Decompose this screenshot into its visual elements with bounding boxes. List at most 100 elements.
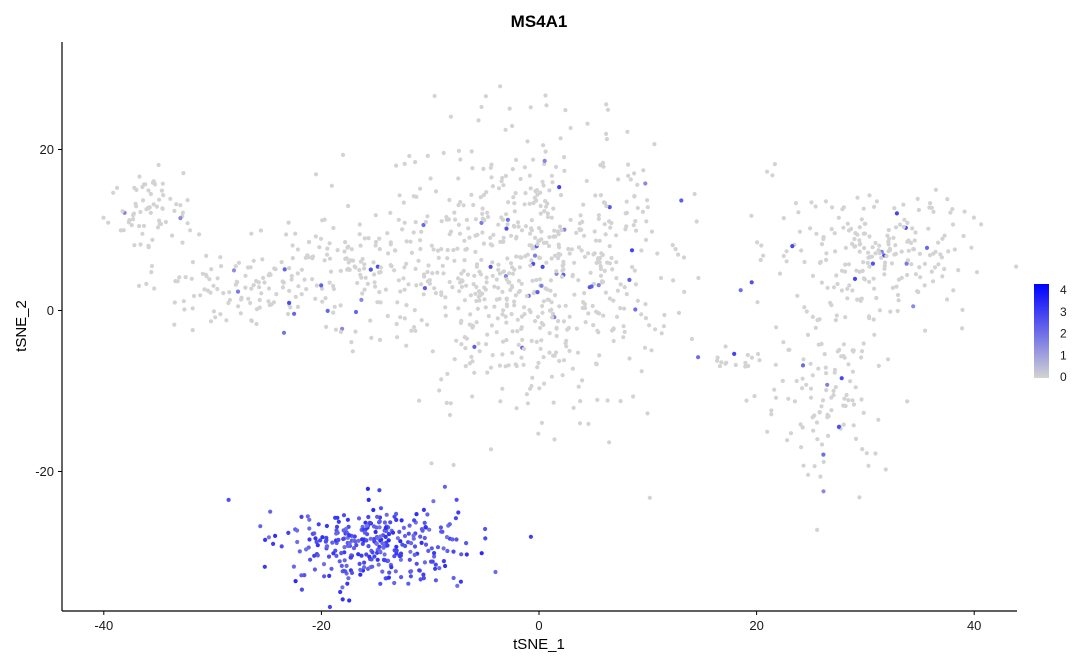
scatter-point xyxy=(600,160,606,165)
scatter-point xyxy=(658,275,664,281)
scatter-point xyxy=(160,181,165,186)
scatter-point xyxy=(307,526,312,531)
scatter-point xyxy=(853,244,858,249)
scatter-point xyxy=(385,543,390,548)
scatter-point xyxy=(474,298,479,304)
scatter-point xyxy=(833,385,838,390)
scatter-point xyxy=(249,231,254,236)
scatter-point xyxy=(183,275,188,280)
scatter-point xyxy=(576,384,581,389)
scatter-point xyxy=(406,531,411,536)
scatter-point xyxy=(887,236,892,241)
scatter-point xyxy=(605,260,610,265)
scatter-point xyxy=(452,210,457,215)
scatter-point xyxy=(353,329,358,334)
scatter-point xyxy=(842,355,847,360)
y-tick-label: 0 xyxy=(47,303,54,318)
scatter-point xyxy=(324,544,329,549)
scatter-point xyxy=(724,360,729,365)
scatter-point xyxy=(554,333,559,339)
scatter-point xyxy=(378,534,383,539)
scatter-point xyxy=(945,297,950,302)
scatter-point xyxy=(493,569,498,575)
scatter-point xyxy=(470,166,475,171)
scatter-point xyxy=(545,297,550,302)
scatter-point xyxy=(671,278,676,283)
scatter-point xyxy=(758,257,763,263)
scatter-point xyxy=(882,263,887,268)
scatter-point xyxy=(484,275,489,280)
scatter-point xyxy=(906,248,911,253)
scatter-point xyxy=(170,233,175,238)
scatter-point xyxy=(888,309,893,314)
scatter-point xyxy=(503,314,508,319)
scatter-point xyxy=(474,320,479,325)
scatter-point xyxy=(330,540,335,545)
scatter-point xyxy=(533,319,538,324)
scatter-point xyxy=(633,219,638,224)
scatter-point xyxy=(556,242,561,247)
scatter-point xyxy=(505,256,510,261)
scatter-point xyxy=(596,257,601,262)
scatter-point xyxy=(464,541,469,546)
scatter-point xyxy=(175,279,180,284)
scatter-point xyxy=(377,488,382,493)
scatter-point xyxy=(243,273,248,278)
scatter-point xyxy=(429,461,434,466)
scatter-point xyxy=(528,186,533,191)
scatter-point xyxy=(362,287,367,292)
scatter-point xyxy=(570,366,576,371)
scatter-point xyxy=(942,266,947,272)
scatter-point xyxy=(544,260,549,265)
scatter-point xyxy=(138,242,143,247)
scatter-point xyxy=(358,272,363,277)
scatter-point xyxy=(817,410,822,415)
scatter-point xyxy=(645,205,650,210)
scatter-point xyxy=(813,204,818,209)
scatter-point xyxy=(874,199,880,204)
scatter-point xyxy=(892,252,897,257)
scatter-point xyxy=(815,527,820,533)
scatter-point xyxy=(567,348,572,353)
scatter-point xyxy=(929,205,935,210)
scatter-point xyxy=(627,277,632,282)
scatter-point xyxy=(974,270,980,275)
scatter-point xyxy=(457,231,463,236)
scatter-point xyxy=(262,564,267,569)
scatter-point xyxy=(600,279,606,284)
scatter-point xyxy=(509,233,514,238)
scatter-point xyxy=(858,298,863,303)
scatter-point xyxy=(536,360,541,365)
scatter-point xyxy=(321,562,327,567)
scatter-point xyxy=(373,529,378,535)
scatter-point xyxy=(519,314,525,319)
scatter-point xyxy=(781,253,786,259)
scatter-point xyxy=(882,260,888,265)
scatter-point xyxy=(215,286,220,292)
scatter-point xyxy=(733,362,738,368)
scatter-point xyxy=(624,210,630,215)
scatter-point xyxy=(290,256,295,261)
scatter-point xyxy=(476,341,481,346)
scatter-point xyxy=(500,175,505,181)
scatter-point xyxy=(962,209,967,214)
scatter-point xyxy=(320,299,325,304)
scatter-point xyxy=(694,219,699,224)
scatter-point xyxy=(806,472,811,477)
scatter-point xyxy=(476,294,481,299)
scatter-point xyxy=(931,209,936,214)
scatter-point xyxy=(662,312,667,318)
scatter-point xyxy=(322,574,327,579)
scatter-point xyxy=(174,202,179,207)
scatter-point xyxy=(414,561,419,566)
scatter-point xyxy=(578,399,583,404)
scatter-point xyxy=(743,360,748,365)
scatter-point xyxy=(371,507,376,513)
scatter-point xyxy=(494,277,499,282)
scatter-point xyxy=(808,226,813,231)
scatter-point xyxy=(582,291,587,296)
scatter-point xyxy=(191,293,197,299)
scatter-point xyxy=(467,235,472,240)
scatter-point xyxy=(385,313,390,319)
scatter-point xyxy=(329,566,334,571)
